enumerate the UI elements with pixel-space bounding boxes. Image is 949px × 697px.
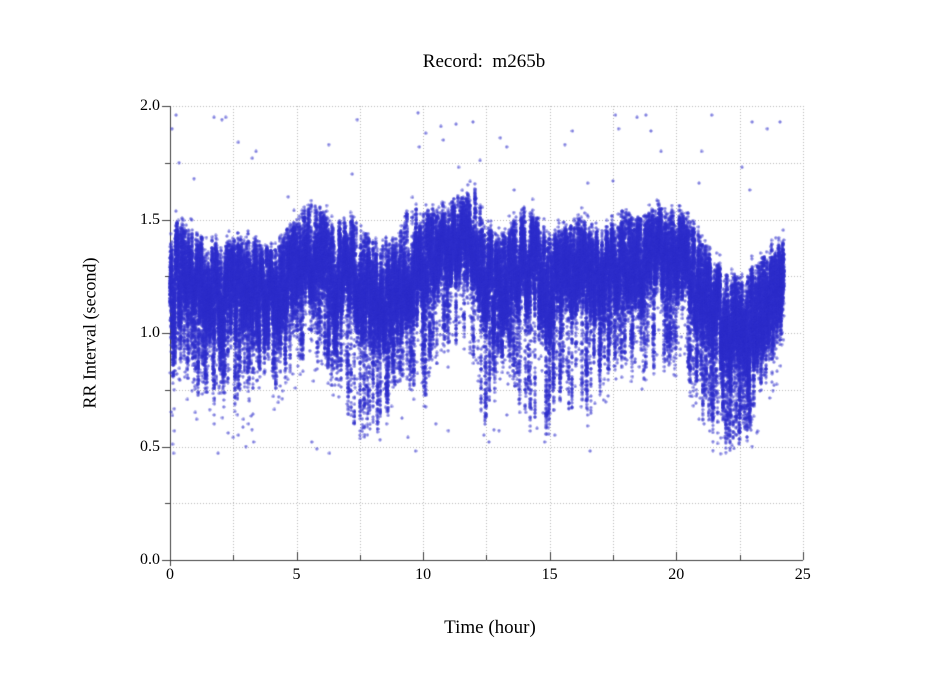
x-tick-label: 10: [415, 566, 432, 583]
y-tick-label: 2.0: [140, 97, 160, 114]
y-tick-label: 1.0: [140, 324, 160, 341]
y-tick-label: 0.0: [140, 551, 160, 568]
y-axis-label: RR Interval (second): [79, 257, 100, 409]
x-tick-label: 25: [794, 566, 811, 583]
x-tick-label: 0: [166, 566, 174, 583]
x-tick-label: 15: [541, 566, 558, 583]
x-tick-label: 20: [668, 566, 685, 583]
y-tick-label: 1.5: [140, 210, 160, 228]
x-axis-label: Time (hour): [444, 617, 536, 638]
y-tick-label: 0.5: [140, 437, 160, 455]
x-tick-label: 5: [292, 566, 301, 583]
chart-title: Record: m265b: [422, 51, 546, 72]
